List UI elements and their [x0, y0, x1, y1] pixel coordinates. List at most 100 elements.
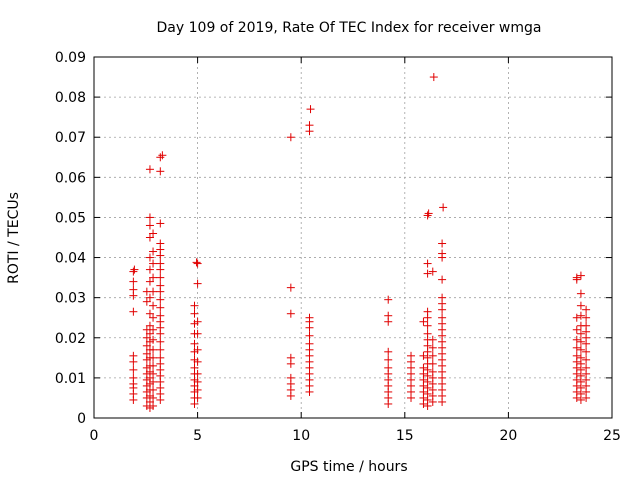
data-point: [149, 229, 158, 238]
data-point: [149, 273, 158, 282]
x-tick-label: 10: [292, 428, 310, 444]
data-point: [156, 295, 165, 304]
data-point: [129, 267, 138, 276]
data-point: [149, 353, 158, 362]
data-point: [193, 377, 202, 386]
data-point: [305, 121, 314, 130]
data-point: [407, 351, 416, 360]
data-point: [156, 311, 165, 320]
data-point: [156, 345, 165, 354]
data-point: [384, 311, 393, 320]
data-point: [149, 377, 158, 386]
y-tick-label: 0.06: [55, 170, 86, 186]
data-point: [142, 349, 151, 358]
data-point: [582, 363, 591, 372]
data-point: [576, 345, 585, 354]
y-tick-label: 0.02: [55, 331, 86, 347]
data-point: [428, 343, 437, 352]
data-point: [156, 239, 165, 248]
data-point: [572, 313, 581, 322]
chart-title: Day 109 of 2019, Rate Of TEC Index for r…: [157, 20, 542, 36]
data-point: [156, 337, 165, 346]
data-point: [145, 165, 154, 174]
data-point: [423, 269, 432, 278]
data-point: [576, 329, 585, 338]
data-point: [145, 329, 154, 338]
data-point: [129, 277, 138, 286]
data-point: [438, 239, 447, 248]
data-point: [576, 271, 585, 280]
data-point: [423, 329, 432, 338]
data-point: [192, 258, 201, 267]
data-point: [145, 321, 154, 330]
data-point: [286, 283, 295, 292]
data-point: [582, 321, 591, 330]
data-point: [130, 265, 139, 274]
data-point: [149, 313, 158, 322]
data-point: [428, 359, 437, 368]
data-point: [384, 347, 393, 356]
x-tick-label: 25: [603, 428, 621, 444]
data-point: [193, 393, 202, 402]
data-point: [149, 335, 158, 344]
data-point: [419, 363, 428, 372]
data-point: [156, 153, 165, 162]
plot-frame: [93, 56, 613, 419]
data-point: [193, 279, 202, 288]
data-point: [149, 361, 158, 370]
data-point: [156, 273, 165, 282]
data-point: [149, 345, 158, 354]
y-tick-label: 0.01: [55, 371, 86, 387]
data-point: [572, 273, 581, 282]
y-tick-label: 0: [77, 411, 86, 427]
data-point: [145, 309, 154, 318]
data-point: [129, 373, 138, 382]
data-point: [145, 253, 154, 262]
y-tick-label: 0.03: [55, 291, 86, 307]
data-point: [149, 301, 158, 310]
data-point: [129, 285, 138, 294]
data-point: [286, 353, 295, 362]
data-point: [582, 355, 591, 364]
data-point: [145, 265, 154, 274]
data-point: [576, 337, 585, 346]
data-point: [428, 267, 437, 276]
x-tick-label: 0: [90, 428, 99, 444]
data-point: [428, 351, 437, 360]
data-point: [429, 73, 438, 82]
data-point: [158, 151, 167, 160]
y-tick-label: 0.08: [55, 90, 86, 106]
data-point: [576, 289, 585, 298]
data-point: [190, 363, 199, 372]
data-point: [156, 353, 165, 362]
data-point: [423, 321, 432, 330]
data-point: [438, 293, 447, 302]
data-point: [582, 347, 591, 356]
data-point: [193, 385, 202, 394]
data-point: [305, 313, 314, 322]
y-tick-label: 0.04: [55, 251, 86, 267]
data-point: [193, 345, 202, 354]
y-tick-label: 0.07: [55, 130, 86, 146]
x-axis-label: GPS time / hours: [290, 459, 407, 475]
data-points: [129, 73, 591, 412]
data-point: [428, 367, 437, 376]
data-point: [572, 325, 581, 334]
data-point: [156, 303, 165, 312]
data-point: [142, 333, 151, 342]
data-point: [149, 369, 158, 378]
data-point: [129, 365, 138, 374]
data-point: [438, 275, 447, 284]
y-tick-label: 0.05: [55, 210, 86, 226]
data-point: [145, 233, 154, 242]
data-point: [149, 259, 158, 268]
data-point: [384, 295, 393, 304]
data-point: [576, 311, 585, 320]
x-tick-label: 20: [499, 428, 517, 444]
data-point: [193, 317, 202, 326]
data-point: [423, 211, 432, 220]
data-point: [286, 133, 295, 142]
data-point: [286, 309, 295, 318]
data-point: [572, 343, 581, 352]
data-point: [423, 259, 432, 268]
